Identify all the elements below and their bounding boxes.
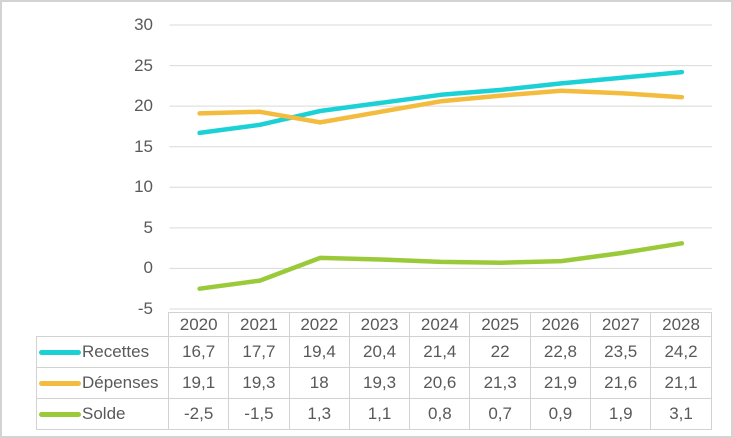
y-axis-tick-label: 15 [134, 137, 153, 156]
value-cell: 1,9 [590, 398, 652, 430]
legend-swatch-depenses [39, 380, 81, 386]
series-row-header: Recettes [36, 336, 169, 368]
value-cell: -2,5 [167, 398, 230, 430]
year-column-header: 2026 [529, 312, 592, 337]
series-line-solde [197, 241, 685, 291]
series-line-depenses [197, 88, 685, 125]
value-cell: 16,7 [167, 336, 230, 368]
value-cell: -1,5 [228, 398, 290, 430]
table-corner-cell [37, 313, 169, 337]
series-line-recettes [197, 69, 685, 136]
value-cell: 19,1 [167, 367, 230, 399]
year-column-header: 2023 [348, 312, 411, 337]
y-axis-tick-label: 10 [134, 177, 153, 196]
value-cell: 20,6 [409, 367, 471, 399]
data-table: 2020 2021 2022 2023 2024 2025 2026 2027 2028 Rec… [36, 312, 712, 430]
table-header: 2020 2021 2022 2023 2024 2025 2026 2027 2028 [37, 312, 712, 337]
y-axis-tick-label: 25 [134, 56, 153, 75]
value-cell: 22 [469, 336, 531, 368]
value-cell: 21,1 [650, 367, 712, 399]
series-row-header: Solde [36, 398, 169, 430]
y-axis-tick-label: 0 [143, 258, 153, 277]
legend-swatch-solde [39, 411, 81, 417]
year-column-header: 2025 [469, 312, 531, 337]
y-axis-tick-label: 30 [134, 15, 153, 34]
series-row-header: Dépenses [36, 367, 169, 399]
value-cell: 3,1 [650, 398, 712, 430]
value-cell: 21,9 [529, 367, 592, 399]
year-column-header: 2027 [590, 312, 652, 337]
value-cell: 19,3 [348, 367, 411, 399]
line-chart [169, 24, 712, 310]
y-axis-tick-label: -5 [137, 299, 153, 318]
value-cell: 21,3 [469, 367, 531, 399]
value-cell: 23,5 [590, 336, 652, 368]
year-column-header: 2024 [409, 312, 471, 337]
table-row: Dépenses 19,1 19,3 18 19,3 20,6 21,3 21,9 21,6 21… [36, 367, 712, 399]
value-cell: 1,3 [288, 398, 350, 430]
legend-swatch-recettes [39, 349, 81, 355]
series-label: Solde [82, 404, 126, 423]
value-cell: 19,3 [228, 367, 290, 399]
year-column-header: 2028 [650, 312, 712, 337]
value-cell: 21,6 [590, 367, 652, 399]
table-row: Solde -2,5 -1,5 1,3 1,1 0,8 0,7 0,9 1,9 3,1 [36, 398, 712, 430]
value-cell: 0,7 [469, 398, 531, 430]
table-row: Recettes 16,7 17,7 19,4 20,4 21,4 22 22,8 23,5 24… [36, 336, 712, 368]
value-cell: 22,8 [529, 336, 592, 368]
value-cell: 19,4 [288, 336, 350, 368]
value-cell: 0,8 [409, 398, 471, 430]
value-cell: 17,7 [228, 336, 290, 368]
series-label: Recettes [82, 342, 150, 361]
value-cell: 1,1 [348, 398, 411, 430]
series-label: Dépenses [82, 373, 159, 392]
y-axis-tick-label: 5 [143, 218, 153, 237]
year-column-header: 2020 [167, 312, 230, 337]
value-cell: 18 [288, 367, 350, 399]
value-cell: 24,2 [650, 336, 712, 368]
y-axis-tick-label: 20 [134, 96, 153, 115]
year-column-header: 2022 [288, 312, 350, 337]
value-cell: 20,4 [348, 336, 411, 368]
value-cell: 0,9 [529, 398, 592, 430]
value-cell: 21,4 [409, 336, 471, 368]
year-column-header: 2021 [228, 312, 290, 337]
